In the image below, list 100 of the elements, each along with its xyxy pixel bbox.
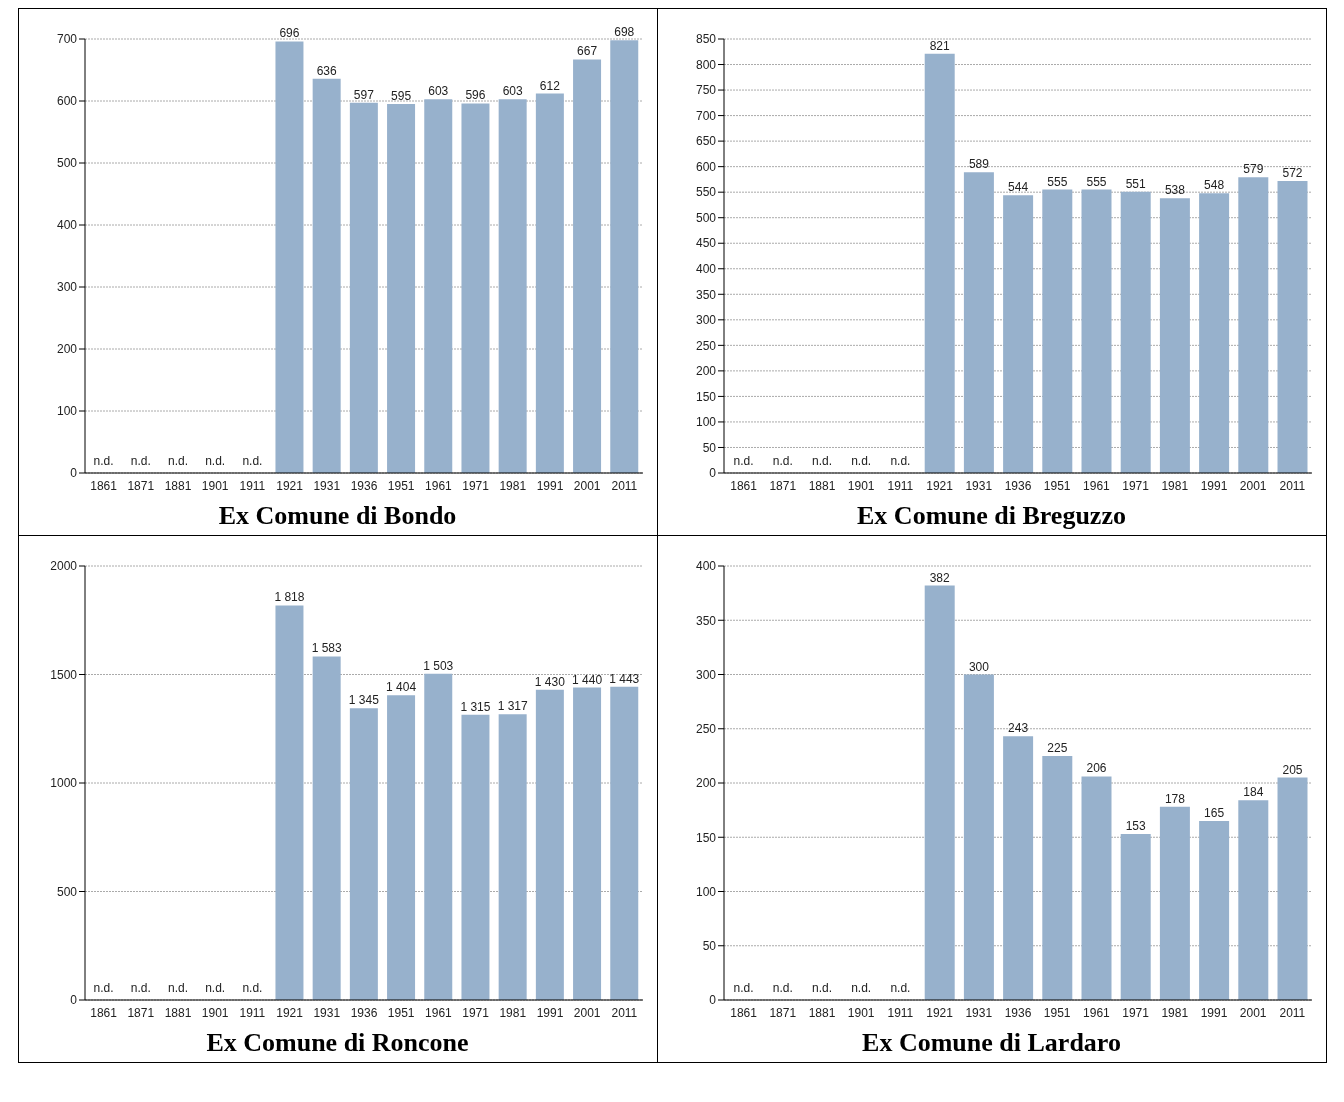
text: n.d. <box>167 981 188 995</box>
x-tick-label: 1901 <box>847 478 875 493</box>
y-tick-label: 200 <box>695 364 716 379</box>
bar <box>1002 736 1033 1000</box>
data-label: 1 583 <box>311 641 342 656</box>
bar <box>460 103 489 473</box>
bar <box>963 172 994 473</box>
bar <box>460 714 489 1000</box>
x-tick-label: 1981 <box>1160 478 1188 493</box>
data-label: 225 <box>1046 740 1068 755</box>
bar <box>1198 193 1229 473</box>
data-label: 382 <box>929 570 950 585</box>
text: n.d. <box>772 454 793 468</box>
x-tick-label: 1981 <box>1160 1005 1188 1020</box>
data-label: 1 818 <box>273 590 305 605</box>
text: n.d. <box>772 981 793 995</box>
data-label: 551 <box>1125 176 1146 191</box>
y-tick-label: 750 <box>695 83 716 98</box>
y-tick-label: 100 <box>695 884 716 899</box>
data-label: 595 <box>390 89 411 104</box>
data-label: 205 <box>1281 762 1303 777</box>
x-tick-label: 1881 <box>808 478 836 493</box>
y-tick-label: 100 <box>695 415 716 430</box>
x-tick-label: 1861 <box>89 478 117 493</box>
x-tick-label: 1936 <box>1004 1005 1032 1020</box>
bar <box>349 708 378 1000</box>
data-label: 696 <box>278 26 300 41</box>
data-label: 1 404 <box>385 680 416 695</box>
x-tick-label: 1991 <box>536 478 564 493</box>
data-label: 603 <box>502 84 523 99</box>
x-tick-label: 1901 <box>201 1005 229 1020</box>
x-tick-label: 1961 <box>424 1005 452 1020</box>
x-tick-label: 1871 <box>768 478 796 493</box>
x-tick-label: 1901 <box>201 478 229 493</box>
bar <box>572 687 601 1000</box>
text: n.d. <box>167 454 188 468</box>
bar <box>349 102 378 473</box>
bar <box>274 41 303 473</box>
data-label: 555 <box>1085 174 1107 189</box>
data-label: 698 <box>613 25 635 40</box>
x-tick-label: 1911 <box>886 478 914 493</box>
y-tick-label: 500 <box>56 884 77 899</box>
y-tick-label: 300 <box>695 667 716 682</box>
y-tick-label: 700 <box>56 32 77 47</box>
y-tick-label: 50 <box>702 440 716 455</box>
y-tick-label: 150 <box>695 830 716 845</box>
text: Ex Comune di Roncone <box>206 1028 469 1058</box>
text: n.d. <box>130 454 151 468</box>
bar <box>1041 755 1072 1000</box>
x-tick-label: 1951 <box>387 1005 415 1020</box>
bar <box>423 99 452 473</box>
text: n.d. <box>850 454 871 468</box>
y-tick-label: 0 <box>708 466 716 481</box>
x-tick-label: 1931 <box>312 1005 340 1020</box>
y-tick-label: 250 <box>695 722 716 737</box>
bar <box>572 59 601 473</box>
bar <box>1120 834 1151 1000</box>
x-tick-label: 1971 <box>1121 478 1149 493</box>
bar <box>312 78 341 473</box>
y-tick-label: 350 <box>695 613 716 628</box>
x-tick-label: 1901 <box>847 1005 875 1020</box>
data-label: 612 <box>539 78 560 93</box>
x-tick-label: 1871 <box>126 478 154 493</box>
x-tick-label: 1921 <box>275 1005 303 1020</box>
x-tick-label: 1871 <box>126 1005 154 1020</box>
y-tick-label: 800 <box>695 57 716 72</box>
data-label: 667 <box>576 44 597 59</box>
bar <box>609 686 638 1000</box>
bar <box>535 689 564 1000</box>
data-label: 597 <box>353 87 374 102</box>
x-tick-label: 1931 <box>312 478 340 493</box>
y-tick-label: 400 <box>695 262 716 277</box>
data-label: 555 <box>1046 174 1068 189</box>
bar <box>535 93 564 473</box>
x-tick-label: 1961 <box>1082 1005 1110 1020</box>
x-tick-label: 1951 <box>1043 478 1071 493</box>
data-label: 165 <box>1203 805 1224 820</box>
x-tick-label: 1961 <box>1082 478 1110 493</box>
y-tick-label: 250 <box>695 338 716 353</box>
y-tick-label: 2000 <box>49 559 77 574</box>
text: n.d. <box>811 454 832 468</box>
y-tick-label: 0 <box>69 466 77 481</box>
x-tick-label: 2001 <box>1239 478 1267 493</box>
data-label: 636 <box>316 63 337 78</box>
x-tick-label: 1951 <box>1043 1005 1071 1020</box>
x-tick-label: 1991 <box>536 1005 564 1020</box>
x-tick-label: 1861 <box>89 1005 117 1020</box>
y-tick-label: 600 <box>695 159 716 174</box>
x-tick-label: 1881 <box>164 1005 192 1020</box>
x-tick-label: 1911 <box>238 478 266 493</box>
data-label: 300 <box>968 659 989 674</box>
text: Ex Comune di Lardaro <box>862 1028 1121 1058</box>
y-tick-label: 450 <box>695 236 716 251</box>
x-tick-label: 1911 <box>886 1005 914 1020</box>
data-label: 1 443 <box>608 671 640 686</box>
bar <box>609 40 638 473</box>
text: n.d. <box>889 454 910 468</box>
bar <box>1198 820 1229 1000</box>
x-tick-label: 2011 <box>1278 478 1306 493</box>
data-label: 603 <box>427 84 449 99</box>
